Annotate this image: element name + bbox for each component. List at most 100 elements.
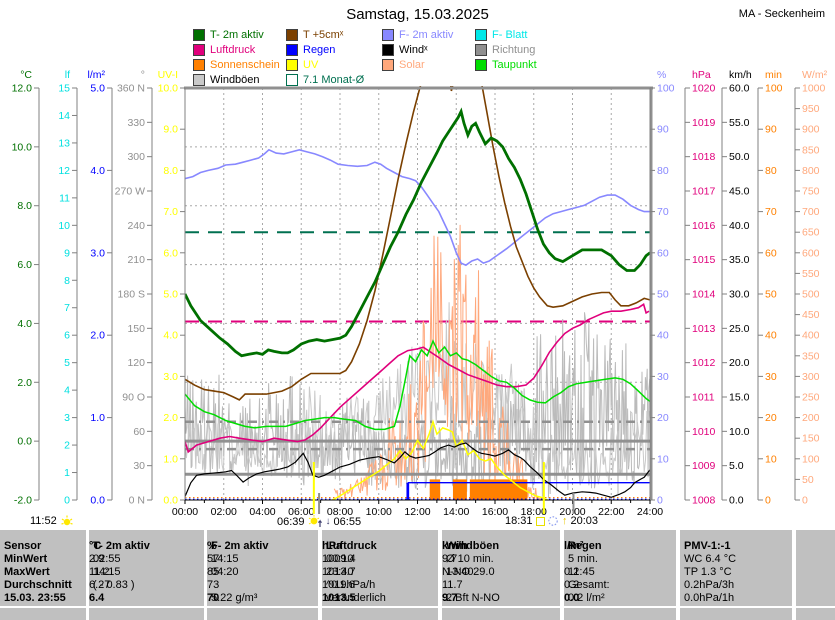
axis-tick-label-UV-I: 6.0	[163, 247, 178, 259]
series-luftdruck	[185, 303, 650, 454]
axis-tick-label-%: 90	[657, 124, 669, 136]
axis-tick-label-UV-I: 7.0	[163, 206, 178, 218]
axis-tick-label-lf: 8	[64, 275, 70, 287]
axis-tick-label-min: 30	[765, 371, 777, 383]
axis-tick-label-°: 90 O	[122, 392, 145, 404]
axis-tick-label-°: 180 S	[118, 289, 145, 301]
axis-tick-label-lf: 3	[64, 412, 70, 424]
axis-tick-label-UV-I: 3.0	[163, 371, 178, 383]
table-cell: 2 Bft N-NO	[446, 592, 500, 604]
sunshine-bar	[429, 479, 441, 500]
sunshine-bar	[452, 479, 467, 500]
axis-tick-label-hPa: 1013	[692, 323, 716, 335]
series-solar	[333, 224, 545, 500]
axis-tick-label-°: 270 W	[115, 186, 145, 198]
axis-tick-label-W/m²: 50	[802, 474, 814, 486]
axis-tick-label-km/h: 25.0	[729, 323, 750, 335]
axis-tick-label-W/m²: 150	[802, 433, 820, 445]
legend-item-7-1-monat-: 7.1 Monat-Ø	[286, 74, 382, 86]
table-cell-value: 1013.5	[322, 592, 356, 604]
sunrise-time: 06:39	[277, 515, 305, 528]
axis-tick-label-°: 60	[133, 426, 145, 438]
x-axis-label: 08:00	[327, 506, 353, 518]
table-cell: 02:55	[93, 553, 121, 565]
weather-chart[interactable]: -2.00.02.04.06.08.010.012.0°C01234567891…	[0, 0, 835, 530]
legend-label: Solar	[399, 59, 425, 71]
table-cell-value: 9.7	[442, 553, 458, 565]
table-cell: 04:20	[211, 566, 239, 578]
axis-tick-label-%: 40	[657, 330, 669, 342]
axis-tick-label-hPa: 1019	[692, 117, 716, 129]
axis-tick-label-km/h: 55.0	[729, 117, 750, 129]
axis-tick-label-°C: 0.0	[17, 436, 32, 448]
series-t-2m-aktiv	[185, 107, 650, 358]
legend-label: Regen	[303, 44, 336, 56]
axis-tick-label-min: 100	[765, 83, 783, 95]
legend-item-sonnenschein: Sonnenschein	[193, 59, 286, 71]
table-cell-value: 57	[207, 553, 220, 565]
legend-item-luftdruck: Luftdruck	[193, 44, 286, 56]
axis-tick-label-lf: 15	[58, 83, 70, 95]
axis-tick-label-lf: 6	[64, 330, 70, 342]
axis-tick-label-hPa: 1016	[692, 220, 716, 232]
table-cell-value: 70	[207, 592, 220, 604]
axis-tick-label-W/m²: 650	[802, 227, 820, 239]
axis-tick-label-°: 30	[133, 460, 145, 472]
axis-tick-label-lf: 13	[58, 137, 70, 149]
axis-tick-label-lf: 0	[64, 495, 70, 507]
table-divider	[0, 606, 835, 608]
axis-tick-label-hPa: 1017	[692, 186, 716, 198]
astro-sunset: 18:31	[505, 515, 545, 527]
x-axis-label: 12:00	[404, 506, 430, 518]
legend-swatch	[193, 29, 205, 41]
axis-tick-label-UV-I: 1.0	[163, 453, 178, 465]
axis-tick-label-min: 90	[765, 124, 777, 136]
series-wind	[185, 442, 650, 498]
table-column: T- 2m aktiv °C 02:55 2.9 14:15 11.2( - 0.83 )…	[89, 530, 204, 620]
axis-tick-label-hPa: 1014	[692, 289, 716, 301]
axis-tick-label-W/m²: 1000	[802, 83, 826, 95]
legend-label: Windˣ	[399, 44, 428, 56]
sunshine-bar	[469, 479, 528, 500]
table-header-title: Windböen	[446, 540, 500, 552]
legend-label: F- 2m aktiv	[399, 29, 454, 41]
axis-tick-label-W/m²: 350	[802, 350, 820, 362]
axis-tick-label-km/h: 10.0	[729, 426, 750, 438]
table-cell: 0.0hPa/1h	[684, 592, 735, 604]
legend-item-taupunkt: Taupunkt	[475, 59, 585, 71]
table-row-label: MinWert	[4, 553, 48, 565]
axis-tick-label-km/h: 15.0	[729, 392, 750, 404]
axis-tick-label-%: 0	[657, 495, 663, 507]
axis-tick-label-°: 300	[127, 151, 145, 163]
table-header-unit: °C	[89, 540, 102, 552]
table-column: PMV-1:-1 WC 6.4 °C TP 1.3 °C 0.2hPa/3h 0.0hP…	[680, 530, 792, 620]
table-cell: 5 min.	[568, 553, 598, 565]
axis-unit-label: W/m²	[802, 69, 828, 81]
axis-tick-label-UV-I: 2.0	[163, 412, 178, 424]
axis-tick-label-W/m²: 250	[802, 392, 820, 404]
axis-unit-label: UV-I	[158, 69, 178, 81]
legend-label: UV	[303, 59, 319, 71]
axis-unit-label: lf	[65, 69, 70, 81]
noon-time: 11:52	[30, 515, 57, 527]
astro-sunrise: 06:39 ↓ 06:55	[277, 515, 361, 528]
axis-tick-label-hPa: 1012	[692, 357, 716, 369]
legend-swatch	[475, 59, 487, 71]
legend-item-windb-en: Windböen	[193, 74, 286, 86]
axis-tick-label-hPa: 1020	[692, 83, 716, 95]
axis-tick-label-°C: 6.0	[17, 259, 32, 271]
chart-legend: T- 2m aktiv T +5cmˣ F- 2m aktiv F- Blatt Luf…	[193, 29, 653, 86]
x-axis-label: 14:00	[443, 506, 469, 518]
legend-swatch	[193, 44, 205, 56]
axis-tick-label-°: 240	[127, 220, 145, 232]
axis-unit-label: min	[765, 69, 782, 81]
sunset-icon	[535, 516, 545, 526]
axis-tick-label-°C: 10.0	[12, 141, 33, 153]
table-cell-value: 0.2	[564, 566, 580, 578]
table-cell: WC 6.4 °C	[684, 553, 737, 565]
table-cell-value: 1013.7	[322, 566, 356, 578]
axis-tick-label-W/m²: 750	[802, 186, 820, 198]
axis-tick-label-l/m²: 3.0	[90, 247, 105, 259]
axis-tick-label-min: 40	[765, 330, 777, 342]
x-axis-label: 22:00	[598, 506, 624, 518]
